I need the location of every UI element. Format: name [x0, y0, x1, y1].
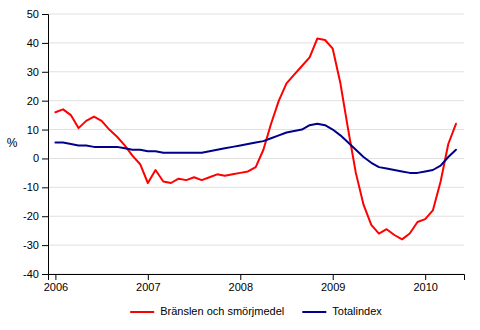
y-axis-tick-label: 50 — [27, 8, 39, 20]
y-axis-tick-label: 40 — [27, 37, 39, 49]
y-axis-tick-mark — [42, 43, 48, 44]
series-group — [55, 39, 456, 240]
y-axis-tick: 30 — [27, 66, 48, 78]
y-axis-tick-label: 0 — [33, 152, 39, 164]
y-axis-tick-mark — [42, 274, 48, 275]
x-axis-tick-mark — [55, 274, 56, 280]
chart-container: 2006 2007 2008 2009 2010 -40 -30 -20 -10 0 10 20 30 4… — [0, 0, 480, 330]
y-axis-tick: 0 — [33, 152, 48, 164]
y-axis-tick: -30 — [23, 239, 48, 251]
y-axis-tick: 50 — [27, 8, 48, 20]
y-axis-tick-label: 20 — [27, 95, 39, 107]
grid — [48, 14, 464, 274]
y-axis-tick-mark — [42, 101, 48, 102]
x-axis-tick-mark — [333, 274, 334, 280]
y-axis-tick-label: 30 — [27, 66, 39, 78]
y-axis-tick-label: -20 — [23, 210, 39, 222]
x-axis-tick-mark — [425, 274, 426, 280]
grid-line-y — [48, 216, 464, 217]
legend-item: Bränslen och smörjmedel — [130, 305, 284, 317]
y-axis-tick-mark — [42, 72, 48, 73]
y-axis: -40 -30 -20 -10 0 10 20 30 40 50 — [23, 8, 48, 280]
grid-line-y — [48, 245, 464, 246]
y-axis-domain — [42, 15, 49, 275]
series-line — [55, 124, 456, 173]
x-axis-tick: 2007 — [136, 274, 160, 293]
y-axis-tick-label: -10 — [23, 181, 39, 193]
plot-area: 2006 2007 2008 2009 2010 -40 -30 -20 -10 0 10 20 30 4… — [23, 8, 464, 293]
y-axis-tick: -40 — [23, 268, 48, 280]
grid-line-y — [48, 158, 464, 159]
series-line — [55, 39, 456, 240]
x-axis-tick-label: 2009 — [321, 281, 345, 293]
legend: Bränslen och smörjmedel Totalindex — [130, 305, 382, 317]
y-axis-tick-mark — [42, 14, 48, 15]
chart-svg: 2006 2007 2008 2009 2010 -40 -30 -20 -10 0 10 20 30 4… — [0, 0, 480, 330]
y-axis-tick-mark — [42, 187, 48, 188]
x-axis-tick-mark — [240, 274, 241, 280]
legend-label: Totalindex — [332, 305, 382, 317]
x-axis: 2006 2007 2008 2009 2010 — [44, 274, 465, 293]
y-axis-tick-label: -40 — [23, 268, 39, 280]
x-axis-tick: 2008 — [229, 274, 253, 293]
legend-item: Totalindex — [302, 305, 382, 317]
grid-line-y — [48, 71, 464, 72]
x-axis-tick-label: 2010 — [413, 281, 437, 293]
x-axis-tick-label: 2006 — [44, 281, 68, 293]
x-axis-tick-label: 2007 — [136, 281, 160, 293]
grid-line-y — [48, 187, 464, 188]
y-axis-tick-mark — [42, 158, 48, 159]
legend-swatch — [302, 311, 326, 313]
y-axis-tick: 40 — [27, 37, 48, 49]
grid-line-y — [48, 14, 464, 15]
x-axis-domain — [49, 275, 465, 281]
y-axis-tick: -10 — [23, 181, 48, 193]
y-axis-tick-label: 10 — [27, 124, 39, 136]
legend-swatch — [130, 311, 154, 313]
y-axis-tick-label: -30 — [23, 239, 39, 251]
x-axis-tick: 2010 — [413, 274, 437, 293]
x-axis-tick-mark — [148, 274, 149, 280]
y-axis-tick-mark — [42, 245, 48, 246]
y-axis-tick: 20 — [27, 95, 48, 107]
legend-label: Bränslen och smörjmedel — [160, 305, 284, 317]
y-axis-title: % — [7, 136, 18, 150]
y-axis-tick-mark — [42, 130, 48, 131]
y-axis-tick-mark — [42, 216, 48, 217]
y-axis-tick: -20 — [23, 210, 48, 222]
grid-line-y — [48, 100, 464, 101]
y-axis-tick: 10 — [27, 124, 48, 136]
x-axis-tick: 2006 — [44, 274, 68, 293]
x-axis-tick-label: 2008 — [229, 281, 253, 293]
x-axis-tick: 2009 — [321, 274, 345, 293]
grid-line-y — [48, 42, 464, 43]
